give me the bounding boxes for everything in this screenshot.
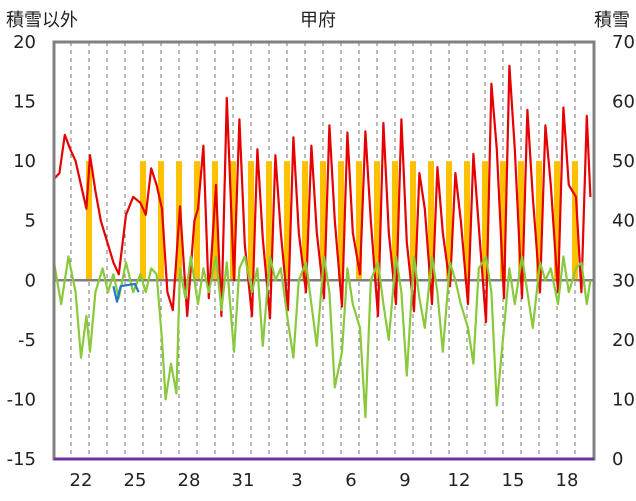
snow-bar xyxy=(482,161,488,281)
snow-bar xyxy=(554,161,560,281)
x-tick-label: 12 xyxy=(448,470,471,491)
snow-bar xyxy=(428,161,434,281)
snow-bar xyxy=(500,161,506,281)
y-left-tick-label: 0 xyxy=(25,270,36,291)
snow-bar xyxy=(518,161,524,281)
y-left-tick-label: 20 xyxy=(13,32,36,53)
x-tick-label: 28 xyxy=(178,470,201,491)
x-tick-label: 3 xyxy=(291,470,302,491)
series-line-1 xyxy=(52,255,592,419)
x-tick-label: 9 xyxy=(399,470,410,491)
snow-bar xyxy=(374,161,380,281)
snow-bar xyxy=(158,161,164,281)
y-right-tick-label: 60 xyxy=(612,92,635,113)
snow-bar xyxy=(140,161,146,281)
snow-bar xyxy=(392,161,398,281)
series-line-2 xyxy=(112,282,140,303)
x-tick-label: 31 xyxy=(232,470,255,491)
snow-bar xyxy=(446,161,452,281)
y-left-tick-label: -5 xyxy=(18,330,36,351)
snow-bar xyxy=(302,161,308,281)
snow-bar xyxy=(536,161,542,281)
snow-bar xyxy=(248,161,254,281)
x-tick-label: 22 xyxy=(70,470,93,491)
left-axis-title: 積雪以外 xyxy=(6,10,78,31)
x-tick-label: 25 xyxy=(124,470,147,491)
y-right-tick-label: 40 xyxy=(612,211,635,232)
y-right-tick-label: 20 xyxy=(612,330,635,351)
right-axis-title: 積雪 xyxy=(594,10,630,31)
y-right-tick-label: 70 xyxy=(612,32,635,53)
snow-bar xyxy=(266,161,272,281)
snow-bar xyxy=(572,161,578,281)
series-line-0 xyxy=(53,64,592,324)
chart-title: 甲府 xyxy=(300,10,336,31)
snow-bar xyxy=(86,161,92,281)
y-right-tick-label: 10 xyxy=(612,389,635,410)
y-left-tick-label: 15 xyxy=(13,92,36,113)
snow-bar xyxy=(194,161,200,281)
y-right-tick-label: 30 xyxy=(612,270,635,291)
snow-bar xyxy=(338,161,344,281)
snow-bar xyxy=(464,161,470,281)
y-left-tick-label: 5 xyxy=(25,211,36,232)
x-tick-label: 6 xyxy=(345,470,356,491)
y-left-tick-label: 10 xyxy=(13,151,36,172)
y-left-tick-label: -10 xyxy=(7,389,36,410)
snow-bar xyxy=(356,161,362,281)
snow-bar xyxy=(230,161,236,281)
x-tick-label: 15 xyxy=(502,470,525,491)
y-left-tick-label: -15 xyxy=(7,449,36,470)
snow-bar xyxy=(284,161,290,281)
x-tick-label: 18 xyxy=(556,470,579,491)
y-right-tick-label: 0 xyxy=(612,449,623,470)
snow-bar xyxy=(212,161,218,281)
snow-bar xyxy=(410,161,416,281)
snow-bar xyxy=(320,161,326,281)
y-right-tick-label: 50 xyxy=(612,151,635,172)
